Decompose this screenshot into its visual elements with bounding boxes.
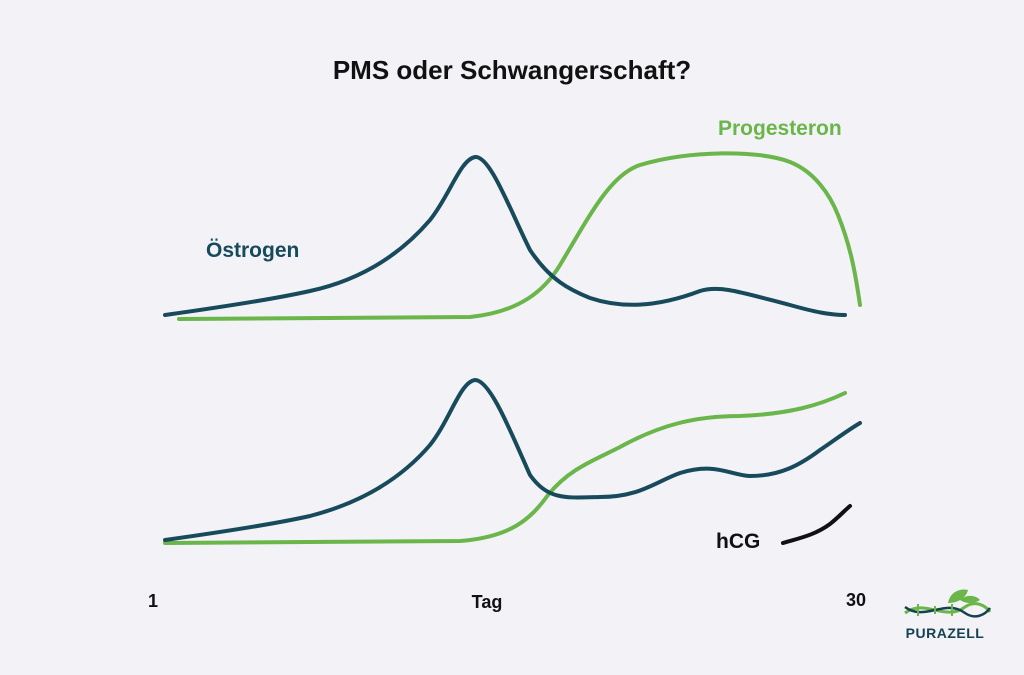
top-progesteron-line xyxy=(177,151,862,321)
bottom-hcg-line xyxy=(781,504,852,545)
logo-text: PURAZELL xyxy=(906,625,985,641)
purazell-logo: PURAZELL xyxy=(904,589,992,641)
x-axis-label: Tag xyxy=(472,592,503,612)
top-progesteron-label: Progesteron xyxy=(718,117,842,140)
x-axis: 1 Tag 30 xyxy=(148,590,866,612)
bottom-oestrogen-line xyxy=(163,378,862,542)
dna-leaf-icon xyxy=(904,589,992,618)
x-tick-start: 1 xyxy=(148,591,158,611)
bottom-progesteron-line xyxy=(163,391,847,545)
top-panel: Östrogen Progesteron xyxy=(163,117,862,321)
top-oestrogen-line xyxy=(163,155,847,317)
chart-title: PMS oder Schwangerschaft? xyxy=(333,55,691,85)
x-tick-end: 30 xyxy=(846,590,866,610)
bottom-panel: hCG xyxy=(163,378,862,553)
top-oestrogen-label: Östrogen xyxy=(206,239,299,262)
bottom-hcg-label: hCG xyxy=(716,530,760,553)
